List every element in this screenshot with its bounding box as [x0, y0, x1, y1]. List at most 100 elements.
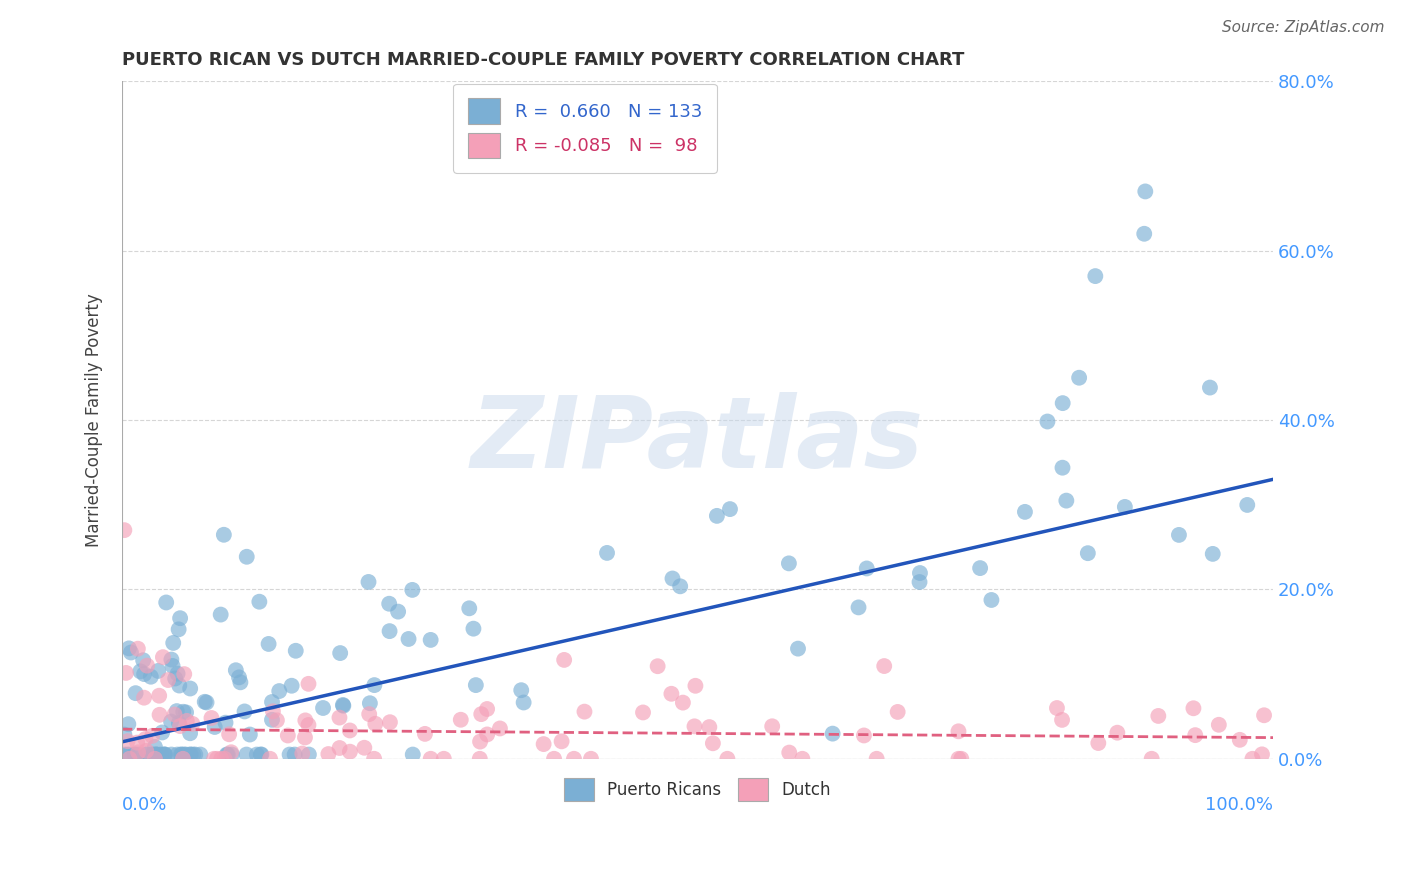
Point [169, 679, 191, 693]
Point [170, 747, 193, 762]
Point [1202, 547, 1225, 561]
Point [475, 702, 498, 716]
Text: PUERTO RICAN VS DUTCH MARRIED-COUPLE FAMILY POVERTY CORRELATION CHART: PUERTO RICAN VS DUTCH MARRIED-COUPLE FAM… [122, 51, 965, 69]
Point [194, 695, 217, 709]
Point [579, 752, 602, 766]
Point [685, 679, 707, 693]
Point [118, 752, 141, 766]
Point [127, 641, 149, 656]
Point [378, 597, 401, 611]
Point [124, 686, 146, 700]
Point [148, 689, 170, 703]
Point [167, 716, 190, 731]
Point [683, 719, 706, 733]
Point [908, 566, 931, 580]
Point [176, 714, 198, 728]
Point [202, 752, 225, 766]
Point [284, 644, 307, 658]
Point [132, 690, 155, 705]
Point [112, 523, 135, 537]
Text: Source: ZipAtlas.com: Source: ZipAtlas.com [1222, 20, 1385, 35]
Point [235, 549, 257, 564]
Point [134, 667, 156, 681]
Point [257, 637, 280, 651]
Point [141, 747, 163, 762]
Point [468, 734, 491, 748]
Point [1052, 460, 1074, 475]
Point [163, 707, 186, 722]
Point [136, 658, 159, 673]
Point [260, 695, 283, 709]
Point [115, 747, 138, 762]
Point [173, 747, 195, 762]
Point [1114, 500, 1136, 514]
Point [247, 595, 270, 609]
Point [647, 659, 669, 673]
Point [297, 677, 319, 691]
Point [948, 724, 970, 739]
Point [129, 665, 152, 679]
Point [1236, 498, 1258, 512]
Point [1133, 227, 1156, 241]
Point [160, 714, 183, 729]
Point [209, 607, 232, 622]
Point [170, 747, 193, 762]
Point [468, 752, 491, 766]
Point [150, 725, 173, 739]
Point [112, 747, 135, 762]
Point [1036, 415, 1059, 429]
Point [378, 624, 401, 639]
Point [148, 707, 170, 722]
Point [364, 716, 387, 731]
Point [160, 652, 183, 666]
Point [259, 752, 281, 766]
Point [1135, 185, 1157, 199]
Point [980, 593, 1002, 607]
Point [153, 747, 176, 762]
Point [219, 745, 242, 759]
Point [157, 673, 180, 687]
Point [294, 714, 316, 728]
Point [873, 659, 896, 673]
Point [142, 747, 165, 762]
Point [489, 722, 512, 736]
Y-axis label: Married-Couple Family Poverty: Married-Couple Family Poverty [86, 293, 103, 547]
Point [217, 747, 239, 762]
Point [153, 747, 176, 762]
Point [135, 744, 157, 758]
Point [118, 747, 141, 762]
Point [716, 752, 738, 766]
Point [1140, 752, 1163, 766]
Point [464, 678, 486, 692]
Point [419, 752, 441, 766]
Point [132, 653, 155, 667]
Point [332, 698, 354, 712]
Point [332, 698, 354, 713]
Text: 0.0%: 0.0% [122, 796, 167, 814]
Point [278, 747, 301, 762]
Point [948, 752, 970, 766]
Point [378, 715, 401, 730]
Point [225, 663, 247, 677]
Point [128, 747, 150, 762]
Point [312, 701, 335, 715]
Point [1014, 505, 1036, 519]
Point [297, 718, 319, 732]
Point [463, 622, 485, 636]
Point [124, 747, 146, 762]
Point [209, 752, 232, 766]
Point [195, 695, 218, 709]
Point [145, 747, 167, 762]
Point [249, 747, 271, 762]
Point [718, 502, 741, 516]
Point [188, 747, 211, 762]
Point [112, 728, 135, 742]
Point [184, 747, 207, 762]
Point [1069, 370, 1091, 384]
Point [205, 752, 228, 766]
Point [117, 717, 139, 731]
Point [166, 704, 188, 718]
Point [134, 732, 156, 747]
Point [260, 713, 283, 727]
Point [246, 747, 269, 762]
